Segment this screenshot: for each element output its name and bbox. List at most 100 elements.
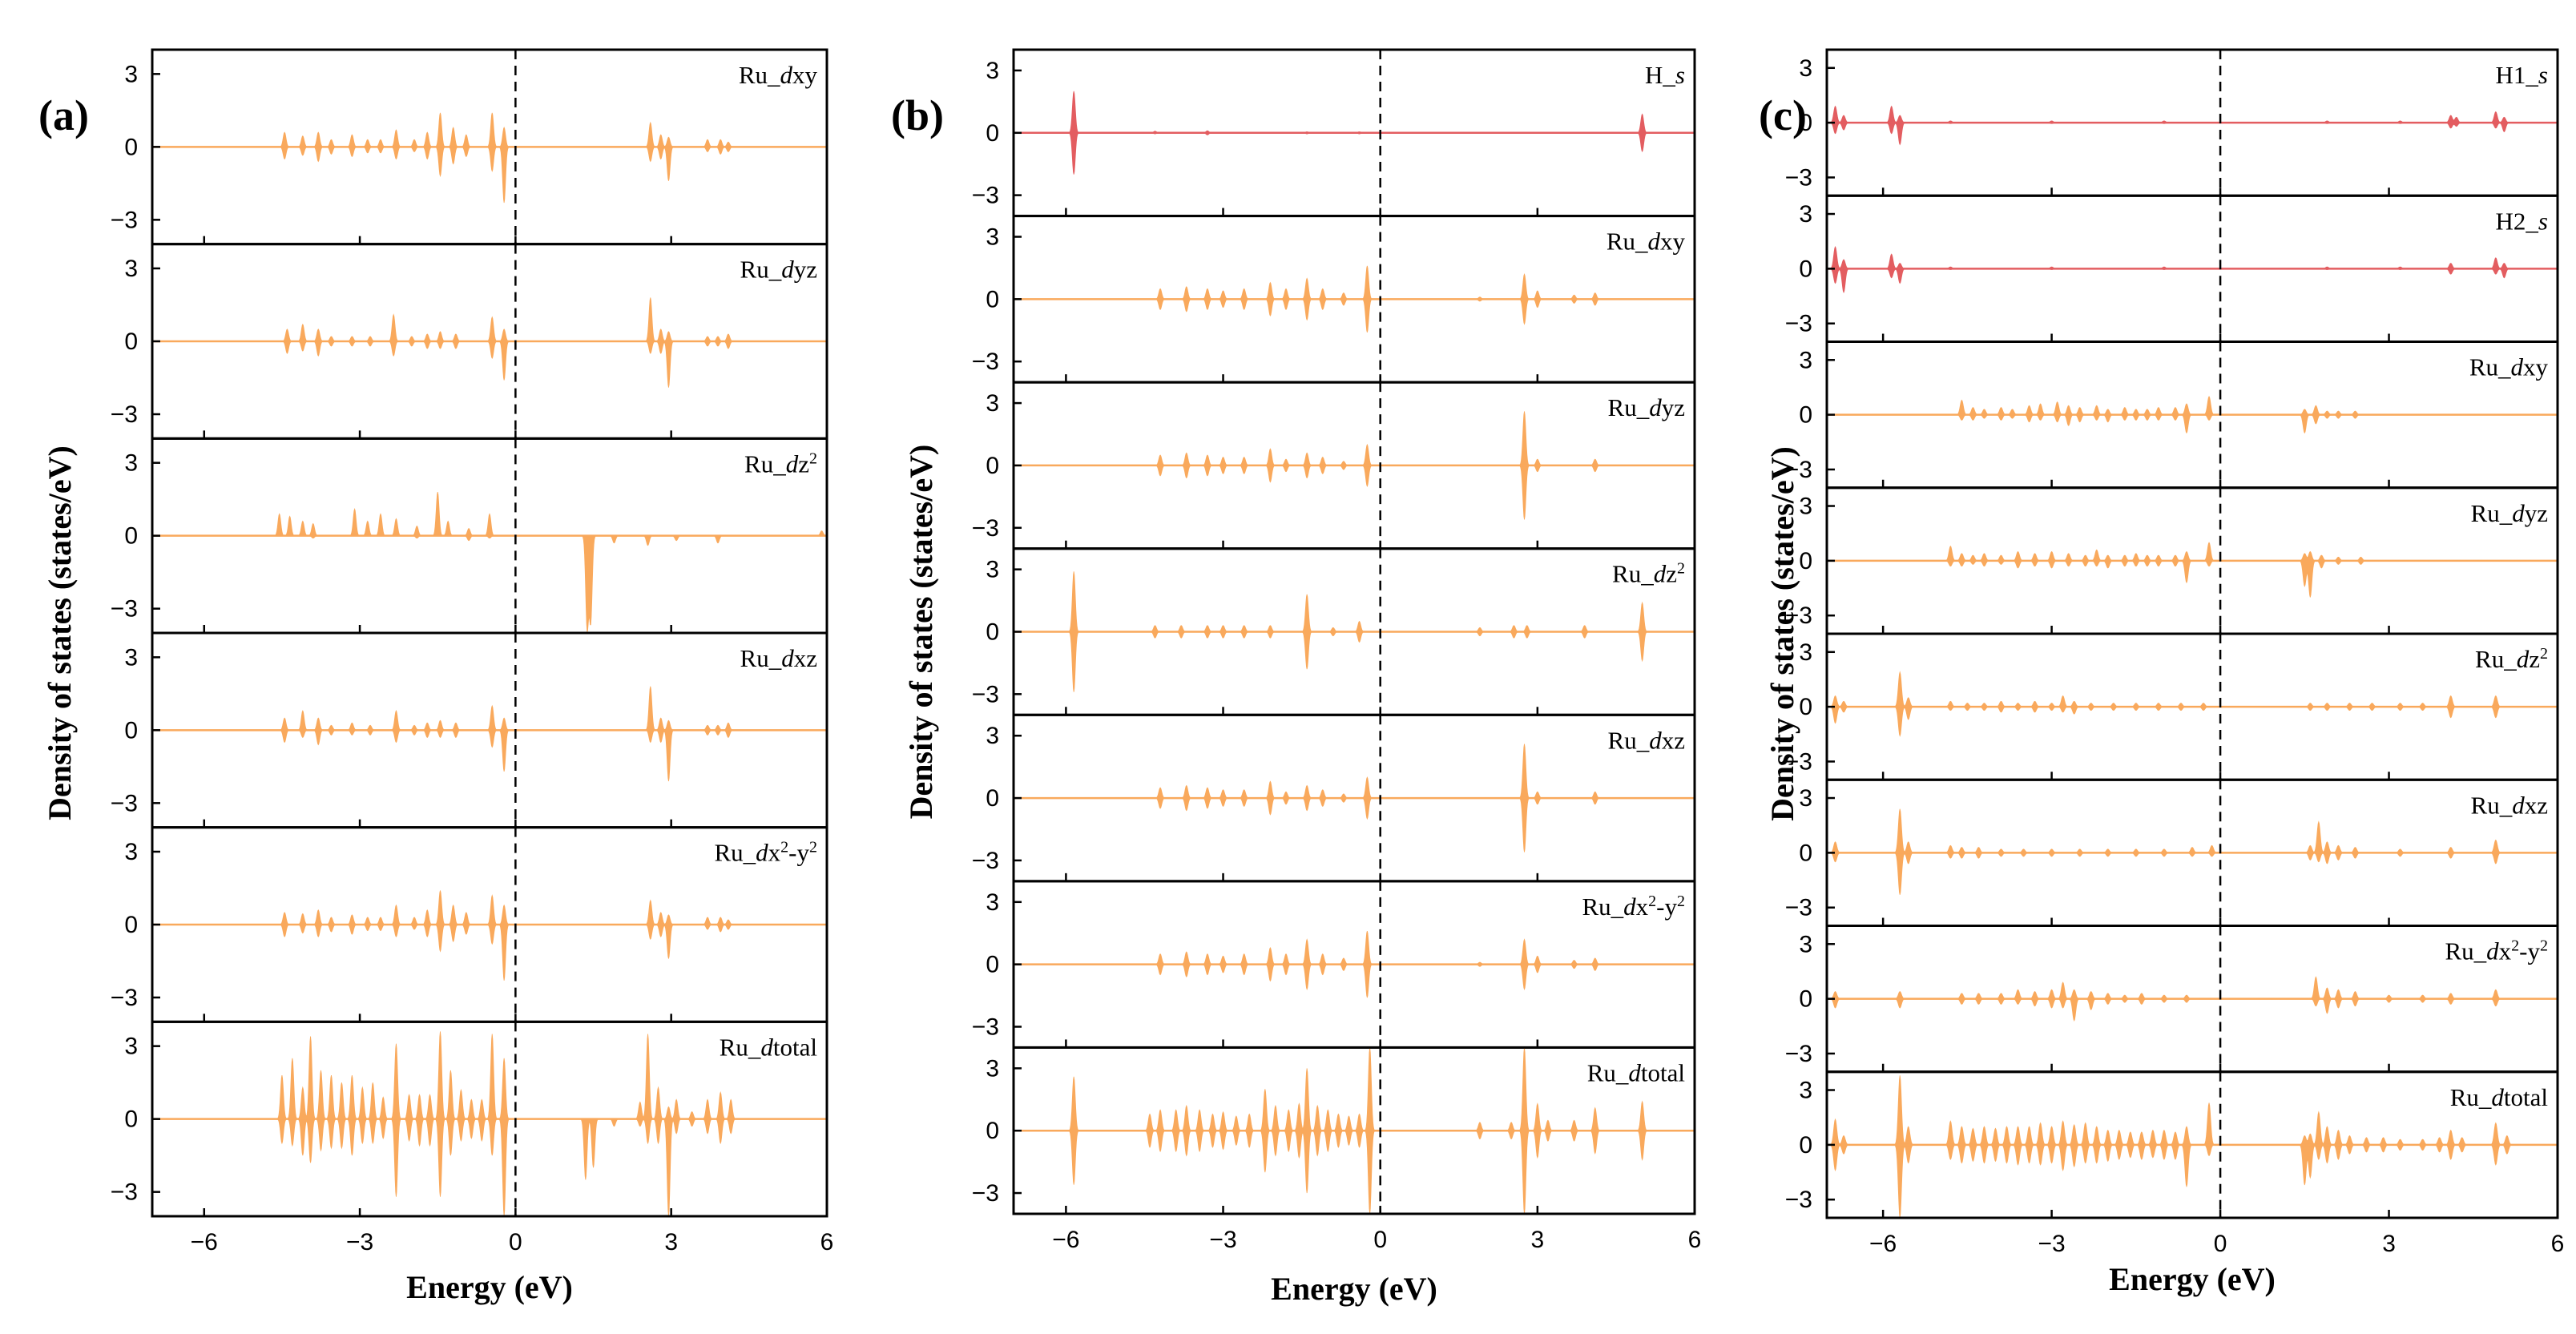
subplot-title: H1_s — [2496, 61, 2548, 89]
subplot-title: Ru_dyz — [1608, 393, 1685, 421]
y-tick-label: 0 — [986, 286, 999, 312]
subplot-b-3: −3 0 3 Ru_dyz — [972, 381, 1696, 550]
y-tick-label: −3 — [1785, 895, 1812, 921]
subplot-a-6: −3 0 3 Ru_dtotal — [111, 1020, 828, 1218]
y-tick-label: 0 — [124, 912, 138, 938]
y-tick-label: 3 — [986, 723, 999, 749]
dos-spin-up-area — [151, 686, 828, 731]
subplot-a-5: −3 0 3 Ru_dx2-y2 — [111, 826, 828, 1023]
y-tick-label: 0 — [986, 619, 999, 646]
x-axis-label: Energy (eV) — [1271, 1271, 1437, 1307]
subplot-title: Ru_dtotal — [720, 1033, 817, 1061]
subplot-title: Ru_dxz — [2471, 791, 2548, 819]
dos-spin-up-area — [1826, 245, 2558, 269]
panel-label: (b) — [891, 91, 944, 139]
dos-spin-up-area — [151, 491, 828, 537]
subplot-c-2: −3 0 3 H2_s — [1785, 194, 2559, 343]
dos-spin-up-area — [1826, 976, 2558, 1000]
dos-spin-up-area — [1826, 542, 2558, 562]
x-tick-label: −6 — [1869, 1231, 1897, 1257]
subplot-c-1: −3 0 3 H1_s — [1785, 48, 2559, 197]
dos-spin-down-area — [151, 146, 828, 204]
y-tick-label: −3 — [1785, 457, 1812, 483]
y-tick-label: −3 — [111, 596, 138, 623]
subplot-b-4: −3 0 3 Ru_dz2 — [972, 547, 1696, 716]
y-tick-label: −3 — [1785, 1041, 1812, 1067]
y-tick-label: 3 — [1799, 201, 1812, 228]
subplot-c-4: −3 0 3 Ru_dyz — [1785, 486, 2559, 635]
y-tick-label: 3 — [1799, 494, 1812, 520]
x-tick-label: 3 — [664, 1229, 678, 1255]
x-tick-label: 6 — [820, 1229, 834, 1255]
y-tick-label: 3 — [124, 839, 138, 865]
y-tick-label: −3 — [1785, 1187, 1812, 1213]
subplot-c-7: −3 0 3 Ru_dx2-y2 — [1785, 925, 2559, 1074]
x-tick-label: 0 — [2214, 1231, 2227, 1257]
subplot-a-3: −3 0 3 Ru_dz2 — [111, 437, 828, 635]
dos-spin-down-area — [152, 1118, 827, 1217]
dos-spin-up-area — [1014, 571, 1695, 632]
y-tick-label: 3 — [124, 644, 138, 671]
dos-spin-down-area — [1013, 465, 1695, 520]
y-tick-label: −3 — [111, 1179, 138, 1206]
y-tick-label: 3 — [986, 889, 999, 916]
subplot-title: Ru_dxz — [740, 644, 817, 672]
dos-spin-down-area — [1826, 414, 2558, 434]
dos-spin-down-area — [152, 341, 827, 388]
y-tick-label: 0 — [1799, 1132, 1812, 1159]
dos-spin-down-area — [1827, 852, 2558, 895]
y-tick-label: −3 — [972, 183, 999, 209]
dos-spin-up-area — [1013, 265, 1695, 300]
panel-label: (c) — [1759, 91, 1807, 139]
x-axis-label: Energy (eV) — [406, 1269, 573, 1305]
y-tick-label: 3 — [986, 224, 999, 251]
y-tick-label: 3 — [1799, 639, 1812, 666]
dos-spin-up-area — [1014, 931, 1695, 965]
subplot-b-5: −3 0 3 Ru_dxz — [972, 713, 1696, 883]
dos-spin-up-area — [152, 297, 827, 342]
subplot-title: Ru_dtotal — [1587, 1058, 1685, 1086]
subplot-c-3: −3 0 3 Ru_dxy — [1785, 341, 2559, 490]
subplot-title: Ru_dx2-y2 — [1582, 893, 1685, 921]
subplot-c-8: −3 0 3 Ru_dtotal — [1785, 1070, 2559, 1219]
y-tick-label: 0 — [124, 717, 138, 744]
y-tick-label: 3 — [1799, 1078, 1812, 1104]
dos-spin-up-area — [1826, 395, 2558, 416]
subplot-title: Ru_dxy — [2469, 353, 2549, 381]
x-axis-label: Energy (eV) — [2109, 1261, 2276, 1297]
dos-spin-down-area — [1826, 560, 2558, 598]
subplot-b-1: −3 0 3 H_s — [972, 48, 1696, 218]
y-tick-label: −3 — [1785, 748, 1812, 775]
y-tick-label: 0 — [124, 523, 138, 550]
dos-spin-up-area — [1826, 808, 2558, 853]
y-tick-label: 3 — [1799, 785, 1812, 812]
y-tick-label: −3 — [111, 790, 138, 816]
y-tick-label: 3 — [986, 390, 999, 417]
y-tick-label: 3 — [124, 1034, 138, 1060]
dos-spin-down-area — [1014, 631, 1695, 692]
subplot-a-4: −3 0 3 Ru_dxz — [111, 631, 828, 829]
subplot-b-7: −3 0 3 Ru_dtotal — [972, 1046, 1696, 1215]
dos-spin-down-area — [1014, 964, 1695, 998]
x-tick-label: 6 — [2551, 1231, 2565, 1257]
y-tick-label: −3 — [972, 515, 999, 542]
y-tick-label: 0 — [1799, 986, 1812, 1013]
subplot-b-6: −3 0 3 Ru_dx2-y2 — [972, 880, 1696, 1049]
y-tick-label: 0 — [124, 328, 138, 355]
y-tick-label: 3 — [986, 557, 999, 583]
dos-spin-up-area — [1826, 671, 2558, 707]
x-tick-label: −3 — [2038, 1231, 2066, 1257]
panel-c: −3 0 3 H1_s −3 0 3 H2_s −3 0 3 Ru_dxy −3 0 3 Ru_dyz −3 0 3… — [1759, 48, 2565, 1297]
x-tick-label: 6 — [1688, 1227, 1702, 1253]
x-tick-label: 0 — [509, 1229, 522, 1255]
y-tick-label: 0 — [986, 952, 999, 978]
dos-spin-up-area — [1826, 105, 2558, 123]
y-tick-label: −3 — [972, 848, 999, 874]
dos-spin-down-area — [1013, 797, 1695, 852]
dos-spin-up-area — [1013, 91, 1695, 134]
dos-spin-down-area — [1826, 122, 2558, 146]
subplot-title: Ru_dz2 — [744, 449, 817, 478]
subplot-title: Ru_dxz — [1608, 726, 1685, 754]
y-tick-label: 3 — [124, 450, 138, 477]
